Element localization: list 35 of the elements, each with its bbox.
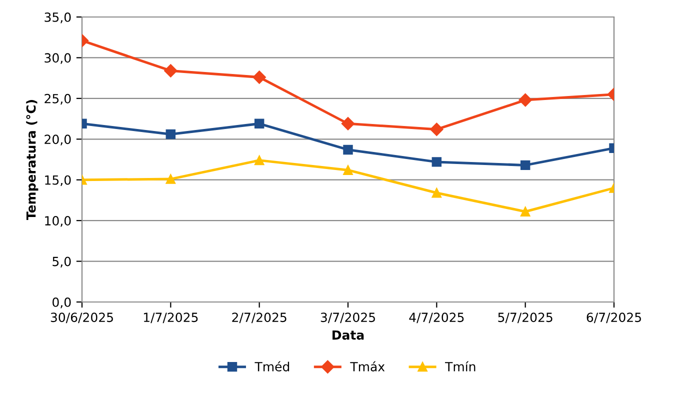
x-tick-label: 3/7/2025 xyxy=(320,312,375,324)
point xyxy=(520,206,530,216)
point xyxy=(254,155,264,166)
legend-label: Tmáx xyxy=(350,361,385,372)
x-tick-label: 4/7/2025 xyxy=(409,312,464,324)
point xyxy=(432,188,442,198)
legend-label: Tméd xyxy=(254,361,290,372)
y-tick-label: 35,0 xyxy=(44,12,71,24)
x-tick-label: 6/7/2025 xyxy=(586,312,641,324)
x-tick-label: 2/7/2025 xyxy=(232,312,286,324)
y-axis-title: Temperatura (°C) xyxy=(26,100,38,220)
legend-label: Tmín xyxy=(445,361,476,372)
point xyxy=(343,144,353,155)
point xyxy=(430,122,444,136)
point xyxy=(166,129,176,140)
y-tick-label: 0,0 xyxy=(52,297,71,308)
y-tick-label: 30,0 xyxy=(44,53,71,64)
point xyxy=(166,174,176,184)
point xyxy=(343,165,353,175)
y-tick-label: 25,0 xyxy=(44,94,71,105)
y-tick-label: 20,0 xyxy=(44,134,71,146)
x-axis-title: Data xyxy=(332,330,364,340)
y-tick-label: 10,0 xyxy=(45,216,71,227)
point xyxy=(520,160,530,170)
point xyxy=(518,93,532,107)
point xyxy=(341,117,355,130)
x-tick-label: 1/7/2025 xyxy=(144,312,198,324)
x-tick-label: 5/7/2025 xyxy=(498,312,552,324)
y-tick-label: 5,0 xyxy=(52,256,71,268)
point xyxy=(164,64,178,78)
x-tick-label: 30/6/2025 xyxy=(50,312,113,324)
point xyxy=(252,70,266,84)
y-tick-label: 15,0 xyxy=(45,175,71,186)
point xyxy=(432,157,442,167)
point xyxy=(254,118,264,129)
